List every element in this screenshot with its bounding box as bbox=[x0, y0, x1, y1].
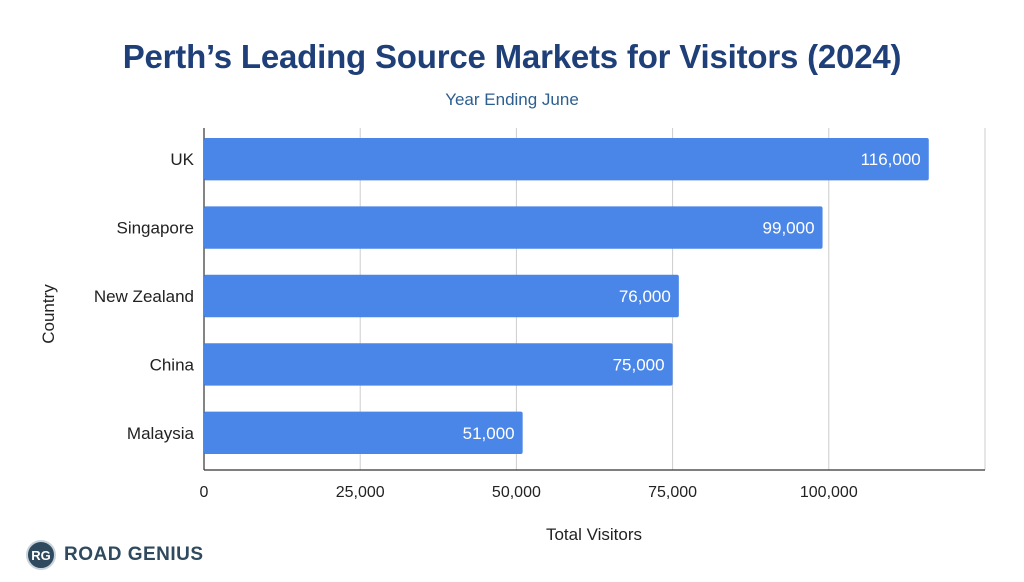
brand-name: ROAD GENIUS bbox=[64, 544, 204, 565]
chart-title: Perth’s Leading Source Markets for Visit… bbox=[122, 38, 902, 75]
x-tick-label: 100,000 bbox=[800, 484, 858, 501]
category-label: New Zealand bbox=[94, 287, 194, 306]
bar bbox=[204, 411, 523, 455]
data-label: 99,000 bbox=[763, 219, 815, 238]
category-label: Malaysia bbox=[127, 424, 195, 443]
x-tick-label: 75,000 bbox=[648, 484, 697, 501]
x-axis-title: Total Visitors bbox=[546, 525, 642, 544]
data-label: 76,000 bbox=[619, 287, 671, 306]
category-label: UK bbox=[170, 150, 194, 169]
data-label: 75,000 bbox=[613, 355, 665, 374]
data-label: 51,000 bbox=[463, 424, 515, 443]
y-axis-title: Country bbox=[39, 284, 58, 344]
brand-badge-icon: RG bbox=[26, 540, 56, 570]
category-label: Singapore bbox=[116, 219, 194, 238]
x-tick-label: 0 bbox=[200, 484, 209, 501]
bar bbox=[204, 343, 673, 386]
x-tick-label: 25,000 bbox=[336, 484, 385, 501]
data-label: 116,000 bbox=[861, 150, 921, 169]
bar bbox=[204, 137, 929, 181]
bar bbox=[204, 206, 823, 249]
bar bbox=[204, 274, 679, 318]
chart-subtitle: Year Ending June bbox=[445, 90, 579, 109]
brand-logo: RG ROAD GENIUS bbox=[26, 538, 204, 572]
category-label: China bbox=[150, 355, 195, 374]
x-tick-label: 50,000 bbox=[492, 484, 541, 501]
